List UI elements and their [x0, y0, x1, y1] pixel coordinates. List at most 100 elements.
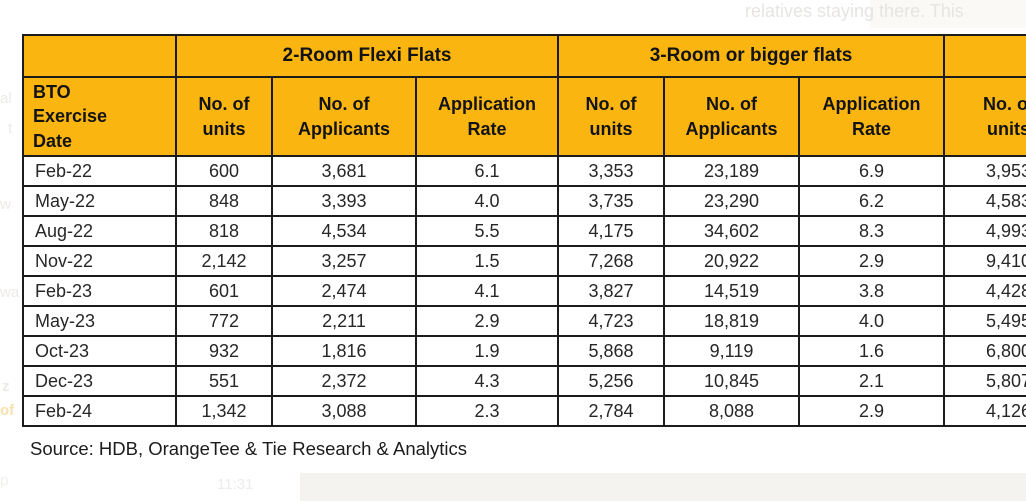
cell-value: 7,268	[557, 245, 666, 277]
cell-value: 4,428	[943, 275, 1026, 307]
cell-date: Nov-22	[22, 245, 177, 277]
faded-bottom-box	[300, 473, 1026, 501]
faded-text-fragment: wa	[0, 284, 20, 301]
faded-text-fragment: of	[0, 402, 15, 419]
cell-value: 3,353	[557, 155, 666, 187]
faded-timestamp-text: 11:31	[217, 476, 254, 493]
table-row: May-22 848 3,393 4.0 3,735 23,290 6.2 4,…	[22, 185, 1026, 217]
cell-value: 34,602	[663, 215, 801, 247]
column-header-units-cut: No. of units	[943, 76, 1026, 157]
table-row: Feb-24 1,342 3,088 2.3 2,784 8,088 2.9 4…	[22, 395, 1026, 427]
cell-value: 8.3	[798, 215, 946, 247]
cell-value: 818	[175, 215, 273, 247]
cell-value: 3,257	[271, 245, 417, 277]
group-header-3room: 3-Room or bigger flats	[557, 34, 946, 78]
cell-value: 6,800	[943, 335, 1026, 367]
cell-date: Dec-23	[22, 365, 177, 397]
cell-value: 4,126	[943, 395, 1026, 427]
cell-value: 3,393	[271, 185, 417, 217]
cell-value: 2,211	[271, 305, 417, 337]
table-row: Oct-23 932 1,816 1.9 5,868 9,119 1.6 6,8…	[22, 335, 1026, 367]
cell-value: 2.9	[414, 305, 560, 337]
column-header-rate-2room: Application Rate	[414, 76, 560, 157]
cell-date: Aug-22	[22, 215, 177, 247]
cell-value: 2.9	[798, 245, 946, 277]
column-header-rate-3room: Application Rate	[798, 76, 946, 157]
column-header-units-3room: No. of units	[557, 76, 666, 157]
faded-text-fragment: w	[0, 196, 11, 213]
cell-value: 2.9	[798, 395, 946, 427]
cell-value: 5,868	[557, 335, 666, 367]
cell-value: 1,816	[271, 335, 417, 367]
cell-value: 23,189	[663, 155, 801, 187]
cell-value: 4.3	[414, 365, 560, 397]
cell-value: 4.0	[798, 305, 946, 337]
faded-text-fragment: t	[8, 120, 13, 137]
cell-value: 3,735	[557, 185, 666, 217]
faded-text-fragment: p	[0, 472, 9, 489]
cell-value: 23,290	[663, 185, 801, 217]
cell-value: 848	[175, 185, 273, 217]
group-header-right-cut	[943, 34, 1026, 78]
cell-value: 5.5	[414, 215, 560, 247]
cell-value: 4.1	[414, 275, 560, 307]
group-header-corner	[22, 34, 177, 78]
cell-value: 18,819	[663, 305, 801, 337]
bto-table-container: 2-Room Flexi Flats 3-Room or bigger flat…	[22, 34, 1026, 436]
group-header-2room: 2-Room Flexi Flats	[174, 34, 560, 78]
cell-value: 2,372	[271, 365, 417, 397]
cell-value: 5,495	[943, 305, 1026, 337]
group-header-row: 2-Room Flexi Flats 3-Room or bigger flat…	[22, 34, 1026, 78]
table-row: Dec-23 551 2,372 4.3 5,256 10,845 2.1 5,…	[22, 365, 1026, 397]
cell-value: 5,256	[557, 365, 666, 397]
column-header-bto-exercise-date: BTO Exercise Date	[22, 76, 177, 157]
cell-value: 1,342	[175, 395, 273, 427]
cell-value: 4.0	[414, 185, 560, 217]
column-header-row: BTO Exercise Date No. of units No. of Ap…	[22, 76, 1026, 157]
cell-date: May-22	[22, 185, 177, 217]
cell-value: 4,583	[943, 185, 1026, 217]
cell-value: 1.5	[414, 245, 560, 277]
cell-value: 601	[175, 275, 273, 307]
cell-value: 4,993	[943, 215, 1026, 247]
column-header-applicants-2room: No. of Applicants	[271, 76, 417, 157]
cell-value: 9,119	[663, 335, 801, 367]
cell-value: 3,681	[271, 155, 417, 187]
cell-value: 6.1	[414, 155, 560, 187]
cell-value: 4,175	[557, 215, 666, 247]
cell-value: 3,088	[271, 395, 417, 427]
source-attribution: Source: HDB, OrangeTee & Tie Research & …	[30, 438, 468, 459]
table-row: Feb-22 600 3,681 6.1 3,353 23,189 6.9 3,…	[22, 155, 1026, 187]
column-header-applicants-3room: No. of Applicants	[663, 76, 801, 157]
cell-value: 3.8	[798, 275, 946, 307]
faded-article-text: relatives staying there. This	[745, 1, 964, 21]
cell-value: 1.9	[414, 335, 560, 367]
cell-date: Oct-23	[22, 335, 177, 367]
faded-background-box	[870, 0, 1026, 28]
table-header: 2-Room Flexi Flats 3-Room or bigger flat…	[22, 34, 1026, 157]
cell-value: 4,534	[271, 215, 417, 247]
cell-date: Feb-22	[22, 155, 177, 187]
cell-value: 10,845	[663, 365, 801, 397]
cell-value: 2,142	[175, 245, 273, 277]
cell-value: 4,723	[557, 305, 666, 337]
cell-value: 772	[175, 305, 273, 337]
cell-value: 2,784	[557, 395, 666, 427]
faded-text-fragment: al	[0, 90, 12, 107]
cell-value: 20,922	[663, 245, 801, 277]
cell-value: 600	[175, 155, 273, 187]
table-row: Aug-22 818 4,534 5.5 4,175 34,602 8.3 4,…	[22, 215, 1026, 247]
cell-value: 3,827	[557, 275, 666, 307]
cell-value: 5,807	[943, 365, 1026, 397]
cell-value: 8,088	[663, 395, 801, 427]
cell-date: May-23	[22, 305, 177, 337]
cell-value: 2.1	[798, 365, 946, 397]
table-row: Feb-23 601 2,474 4.1 3,827 14,519 3.8 4,…	[22, 275, 1026, 307]
cell-date: Feb-24	[22, 395, 177, 427]
cell-value: 6.9	[798, 155, 946, 187]
faded-text-fragment: z	[2, 378, 10, 395]
cell-value: 14,519	[663, 275, 801, 307]
column-header-units-2room: No. of units	[175, 76, 273, 157]
cell-value: 6.2	[798, 185, 946, 217]
